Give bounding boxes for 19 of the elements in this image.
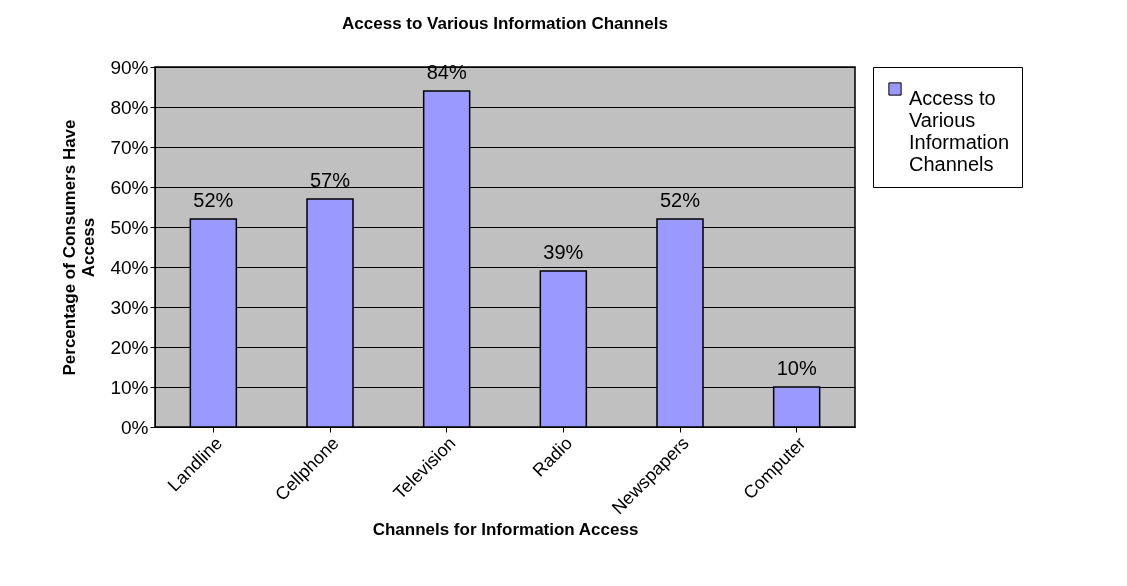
- y-tick-label: 40%: [110, 256, 149, 278]
- y-tick-label: 90%: [110, 56, 149, 78]
- x-axis-title: Channels for Information Access: [372, 519, 639, 539]
- y-tick-label: 30%: [110, 296, 149, 318]
- y-tick-label: 80%: [110, 96, 149, 118]
- y-tick-label: 70%: [110, 136, 149, 158]
- data-label: 52%: [193, 189, 234, 211]
- data-label: 39%: [543, 241, 584, 263]
- y-tick-label: 10%: [110, 376, 149, 398]
- y-tick-label: 60%: [110, 176, 149, 198]
- y-axis-title: Percentage of Consumers Have Access: [60, 119, 99, 376]
- chart-title: Access to Various Information Channels: [342, 14, 668, 33]
- y-tick-label: 0%: [121, 416, 149, 438]
- data-label: 52%: [659, 189, 701, 211]
- y-tick-label: 50%: [110, 216, 149, 238]
- y-tick-label: 20%: [110, 336, 149, 358]
- data-label: 57%: [309, 169, 351, 191]
- data-label: 10%: [776, 357, 817, 379]
- legend-label: Access to Various Information Channels: [909, 87, 1010, 175]
